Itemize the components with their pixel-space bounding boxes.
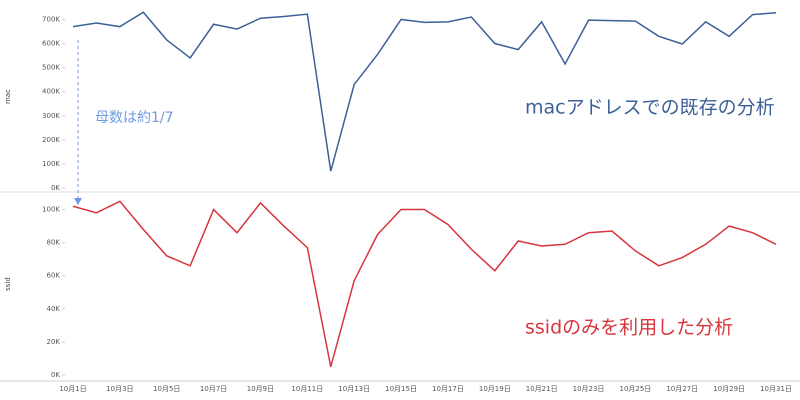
x-tick-label: 10月17日 bbox=[432, 385, 464, 393]
annotation: macアドレスでの既存の分析 bbox=[525, 97, 775, 119]
x-tick-label: 10月29日 bbox=[713, 385, 745, 393]
y-tick-label: 20K bbox=[47, 338, 61, 346]
x-tick-label: 10月19日 bbox=[479, 385, 511, 393]
x-tick-label: 10月7日 bbox=[200, 385, 227, 393]
x-tick-label: 10月27日 bbox=[666, 385, 698, 393]
y-tick-label: 0K bbox=[51, 371, 60, 379]
y-tick-label: 400K bbox=[42, 88, 60, 96]
x-tick-label: 10月1日 bbox=[59, 385, 86, 393]
x-tick-label: 10月11日 bbox=[291, 385, 323, 393]
y-tick-label: 0K bbox=[51, 184, 60, 192]
y-tick-label: 300K bbox=[42, 112, 60, 120]
data-line bbox=[72, 11, 777, 172]
y-tick-label: 700K bbox=[42, 15, 60, 23]
x-tick-label: 10月23日 bbox=[573, 385, 605, 393]
x-tick-label: 10月21日 bbox=[526, 385, 558, 393]
y-tick-label: 40K bbox=[47, 305, 61, 313]
annotation: ssidのみを利用した分析 bbox=[525, 317, 733, 339]
annotation: 母数は約1/7 bbox=[95, 110, 174, 126]
x-tick-label: 10月31日 bbox=[760, 385, 792, 393]
y-tick-label: 60K bbox=[47, 272, 61, 280]
x-tick-label: 10月9日 bbox=[247, 385, 274, 393]
x-tick-label: 10月25日 bbox=[619, 385, 651, 393]
arrow-head bbox=[74, 198, 82, 205]
x-tick-label: 10月13日 bbox=[338, 385, 370, 393]
x-tick-label: 10月5日 bbox=[153, 385, 180, 393]
y-tick-label: 80K bbox=[47, 239, 61, 247]
y-tick-label: 200K bbox=[42, 136, 60, 144]
x-tick-label: 10月3日 bbox=[106, 385, 133, 393]
y-tick-label: 100K bbox=[42, 206, 60, 214]
y-tick-label: 500K bbox=[42, 64, 60, 72]
data-line bbox=[72, 200, 777, 367]
y-axis-label: mac bbox=[4, 89, 12, 104]
x-tick-label: 10月15日 bbox=[385, 385, 417, 393]
y-axis-label: ssid bbox=[4, 277, 12, 291]
y-tick-label: 600K bbox=[42, 40, 60, 48]
y-tick-label: 100K bbox=[42, 160, 60, 168]
